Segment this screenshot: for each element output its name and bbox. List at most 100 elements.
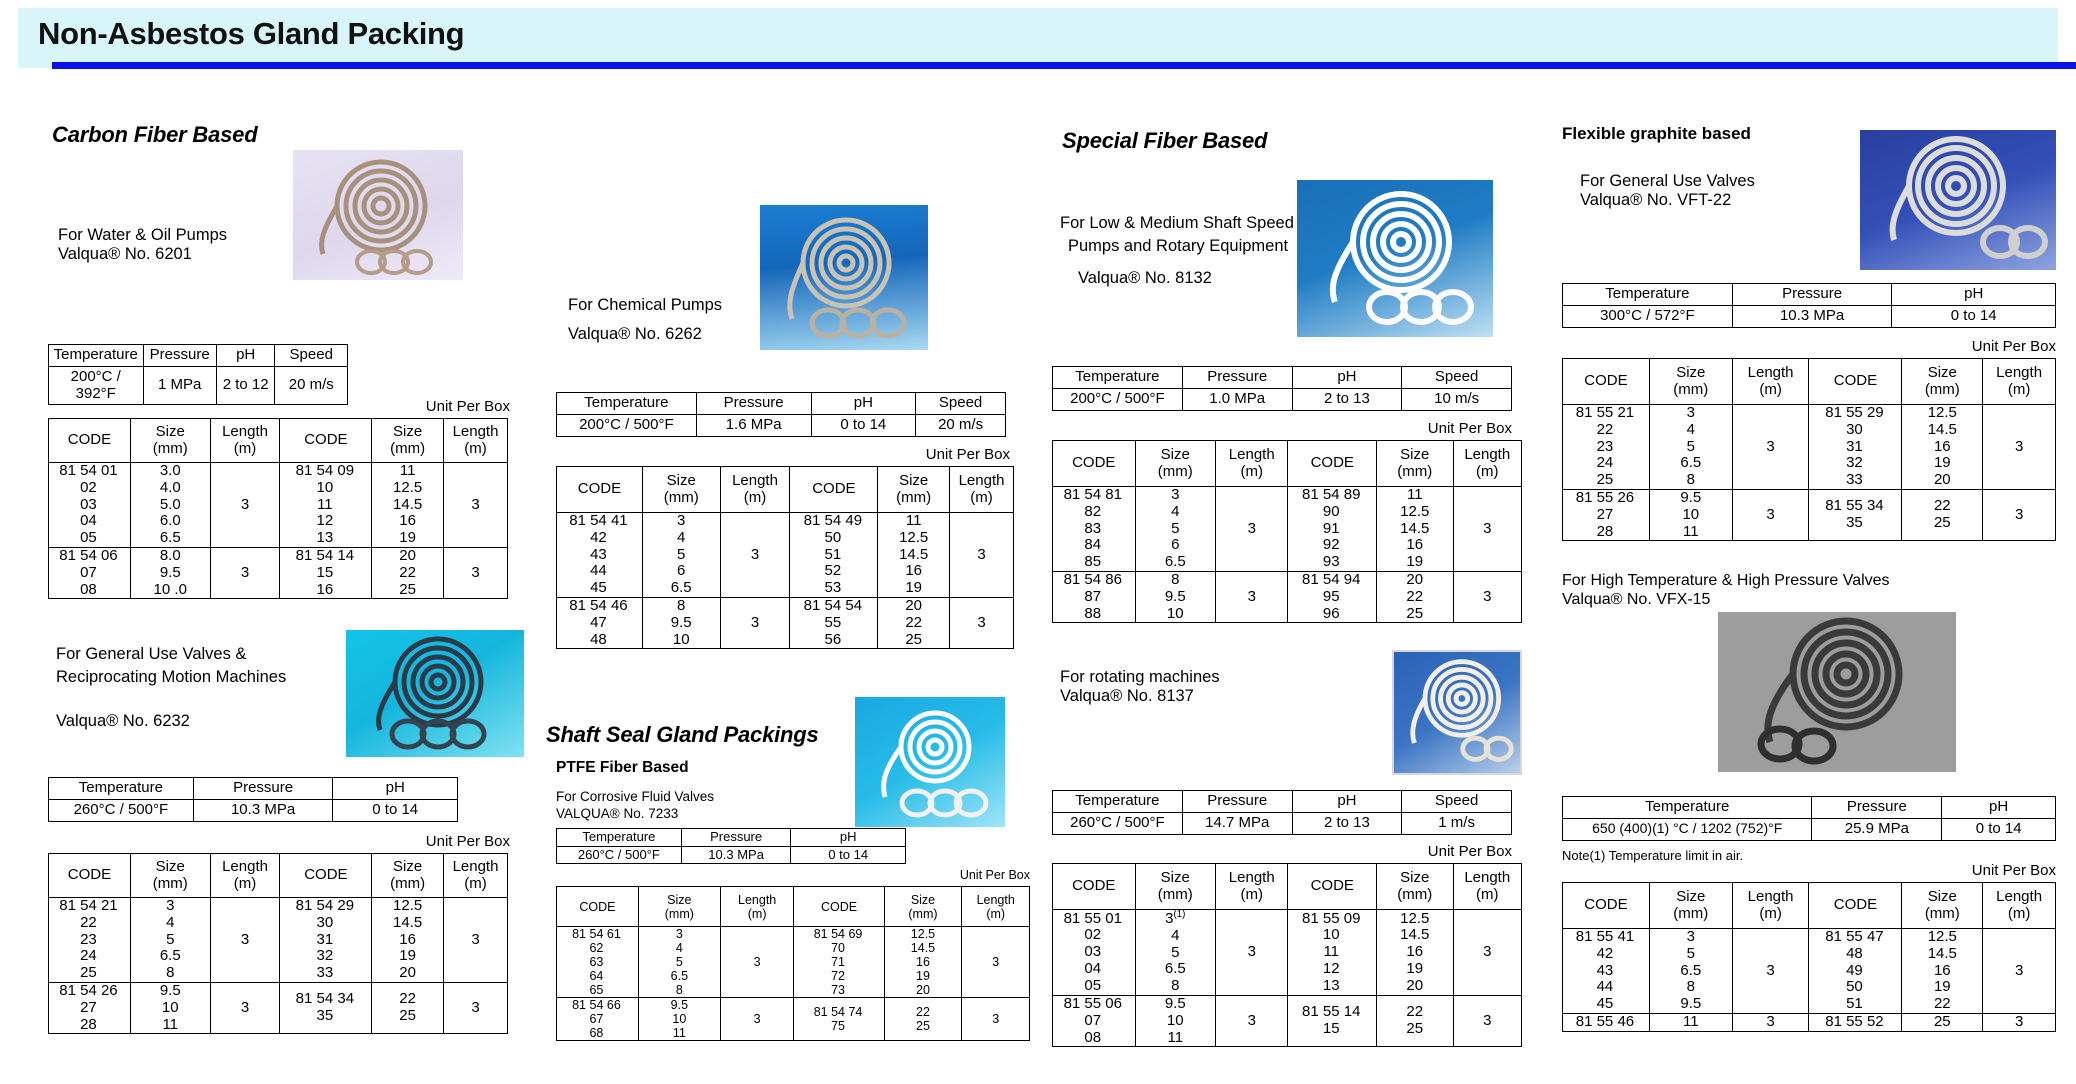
code-list-left: 81 54 81 82 83 84 85 bbox=[1052, 486, 1136, 572]
code-group-row: 81 54 21 22 23 24 25 3 4 5 6.5 8 3 81 54 29 30 31 3… bbox=[48, 897, 508, 983]
spec-th-ph: pH bbox=[215, 344, 276, 367]
spec-th-ph: pH bbox=[332, 777, 458, 800]
code-first: 81 54 89 bbox=[1302, 486, 1361, 503]
th-length-left: Length (m) bbox=[209, 853, 281, 898]
spec-table-6201: Temperature Pressure pH Speed 200°C / 39… bbox=[48, 344, 348, 406]
spec-td-ph: 0 to 14 bbox=[790, 845, 906, 865]
code-first: 81 54 74 bbox=[813, 1005, 863, 1019]
th-code-left: CODE bbox=[1052, 440, 1136, 487]
spec-header-row: Temperature Pressure pH bbox=[556, 828, 906, 847]
spec-th-speed: Speed bbox=[1401, 790, 1512, 813]
code-group-row: 81 54 46 47 48 8 9.5 10 3 81 54 54 55 56 20 22 2… bbox=[556, 596, 1014, 650]
length-left: 3 bbox=[1731, 488, 1810, 542]
spec-th-temperature: Temperature bbox=[1561, 796, 1813, 819]
code-list-right: 81 55 52 bbox=[1808, 1012, 1903, 1032]
length-right: 3 bbox=[961, 997, 1030, 1041]
section-subheading-ptfe: PTFE Fiber Based bbox=[556, 759, 689, 776]
product-photo-6201 bbox=[293, 150, 463, 280]
code-group-row: 81 54 61 62 63 64 65 3 4 5 6.5 8 3 81 54 69 70 71 7… bbox=[556, 926, 1030, 998]
spec-td-ph: 0 to 14 bbox=[1941, 817, 2056, 841]
length-right: 3 bbox=[949, 512, 1014, 598]
th-size-right: Size (mm) bbox=[883, 886, 963, 927]
size-list-left: 3.0 4.0 5.0 6.0 6.5 bbox=[129, 462, 211, 548]
length-right: 3 bbox=[1452, 486, 1523, 572]
model-line: Valqua® No. 6201 bbox=[58, 245, 192, 264]
code-group-row: 81 55 01 02 03 04 05 3(1) 4 5 6.5 8 3 81 55 09 10… bbox=[1052, 909, 1523, 996]
code-first: 81 54 54 bbox=[803, 596, 863, 614]
code-table-vft22: CODE Size (mm) Length (m) CODE Size (mm)… bbox=[1562, 358, 2056, 542]
length-left: 3 bbox=[719, 926, 795, 998]
th-code-left: CODE bbox=[556, 886, 639, 927]
page-title: Non-Asbestos Gland Packing bbox=[38, 16, 465, 51]
code-list-right: 81 54 29 30 31 32 33 bbox=[279, 897, 373, 983]
unit-per-box-label-7233: Unit Per Box bbox=[959, 868, 1030, 882]
th-size-left: Size (mm) bbox=[1134, 863, 1217, 910]
length-left: 3 bbox=[1215, 994, 1289, 1048]
size-list-right: 22 25 bbox=[1376, 994, 1454, 1048]
length-right: 3 bbox=[949, 596, 1014, 650]
size-list-left: 3 4 5 6.5 8 bbox=[129, 897, 211, 983]
spec-td-speed: 20 m/s bbox=[274, 365, 348, 406]
spec-header-row: Temperature Pressure pH bbox=[48, 777, 458, 800]
th-code-right: CODE bbox=[793, 886, 885, 927]
spec-header-row: Temperature Pressure pH Speed bbox=[556, 392, 1006, 415]
code-header-row: CODE Size (mm) Length (m) CODE Size (mm)… bbox=[556, 886, 1030, 927]
code-first: 81 54 09 bbox=[295, 462, 355, 479]
spec-th-speed: Speed bbox=[274, 344, 348, 367]
spec-value-row: 200°C / 500°F 1.6 MPa 0 to 14 20 m/s bbox=[556, 413, 1006, 437]
th-length-left: Length (m) bbox=[1731, 358, 1810, 405]
spec-td-pressure: 1.6 MPa bbox=[695, 413, 812, 437]
th-code-left: CODE bbox=[48, 418, 131, 463]
code-table-8132: CODE Size (mm) Length (m) CODE Size (mm)… bbox=[1052, 440, 1523, 624]
spec-th-temperature: Temperature bbox=[556, 828, 682, 847]
code-first: 81 55 47 bbox=[1825, 928, 1884, 945]
spec-header-row: Temperature Pressure pH Speed bbox=[1052, 790, 1512, 813]
spec-th-pressure: Pressure bbox=[192, 777, 334, 800]
spec-th-ph: pH bbox=[810, 392, 917, 415]
spec-value-row: 200°C / 392°F 1 MPa 2 to 12 20 m/s bbox=[48, 365, 348, 406]
spec-th-ph: pH bbox=[1891, 283, 2056, 306]
spec-table-6232: Temperature Pressure pH 260°C / 500°F 10… bbox=[48, 777, 458, 822]
th-length-left: Length (m) bbox=[1215, 440, 1289, 487]
code-header-row: CODE Size (mm) Length (m) CODE Size (mm)… bbox=[48, 418, 508, 463]
th-code-right: CODE bbox=[279, 853, 373, 898]
th-code-right: CODE bbox=[1808, 358, 1903, 405]
code-group-row: 81 54 01 02 03 04 05 3.0 4.0 5.0 6.0 6.5 3 81 54… bbox=[48, 462, 508, 548]
size-list-right: 20 22 25 bbox=[1376, 570, 1454, 624]
model-line: Valqua® No. VFX-15 bbox=[1562, 590, 1711, 608]
code-list-right: 81 54 34 35 bbox=[279, 981, 373, 1035]
spec-table-6262: Temperature Pressure pH Speed 200°C / 50… bbox=[556, 392, 1006, 437]
product-photo-8137 bbox=[1392, 650, 1522, 775]
product-caption-vfx15: For High Temperature & High Pressure Val… bbox=[1562, 572, 1890, 610]
spec-td-temperature: 200°C / 500°F bbox=[1052, 387, 1183, 411]
code-list-right: 81 54 69 70 71 72 73 bbox=[793, 926, 885, 998]
temperature-note: Note(1) Temperature limit in air. bbox=[1562, 848, 1744, 863]
product-caption-6201: For Water & Oil Pumps Valqua® No. 6201 bbox=[58, 226, 227, 265]
spec-td-pressure: 14.7 MPa bbox=[1181, 811, 1293, 835]
size-list-left: 8 9.5 10 bbox=[641, 596, 721, 650]
size-list-right: 22 25 bbox=[371, 981, 445, 1035]
spec-td-temperature: 200°C / 500°F bbox=[556, 413, 697, 437]
size-list-right: 12.5 14.5 16 19 20 bbox=[1376, 909, 1454, 996]
spec-td-pressure: 10.3 MPa bbox=[680, 845, 792, 865]
size-list-right: 20 22 25 bbox=[371, 546, 445, 600]
th-length-left: Length (m) bbox=[209, 418, 281, 463]
model-line: Valqua® No. VFT-22 bbox=[1580, 191, 1732, 210]
code-list-right: 81 54 54 55 56 bbox=[789, 596, 879, 650]
spec-th-temperature: Temperature bbox=[1562, 283, 1733, 306]
model-line: Valqua® No. 8132 bbox=[1078, 268, 1212, 287]
code-table-6201: CODE Size (mm) Length (m) CODE Size (mm)… bbox=[48, 418, 508, 600]
code-list-left: 81 54 66 67 68 bbox=[556, 997, 639, 1041]
length-left: 3 bbox=[1731, 928, 1810, 1014]
th-code-left: CODE bbox=[48, 853, 131, 898]
size-list-left: 9.5 10 11 bbox=[1648, 488, 1733, 542]
code-table-vfx15: CODE Size (mm) Length (m) CODE Size (mm)… bbox=[1562, 882, 2056, 1032]
spec-th-pressure: Pressure bbox=[1181, 790, 1293, 813]
spec-th-ph: pH bbox=[1941, 796, 2056, 819]
spec-th-pressure: Pressure bbox=[695, 392, 812, 415]
spec-value-row: 650 (400)(1) °C / 1202 (752)°F 25.9 MPa … bbox=[1561, 817, 2056, 841]
code-first: 81 54 66 bbox=[572, 998, 621, 1012]
spec-th-temperature: Temperature bbox=[556, 392, 697, 415]
code-first: 81 55 01 bbox=[1063, 909, 1122, 927]
product-model-6262: Valqua® No. 6262 bbox=[568, 325, 702, 343]
